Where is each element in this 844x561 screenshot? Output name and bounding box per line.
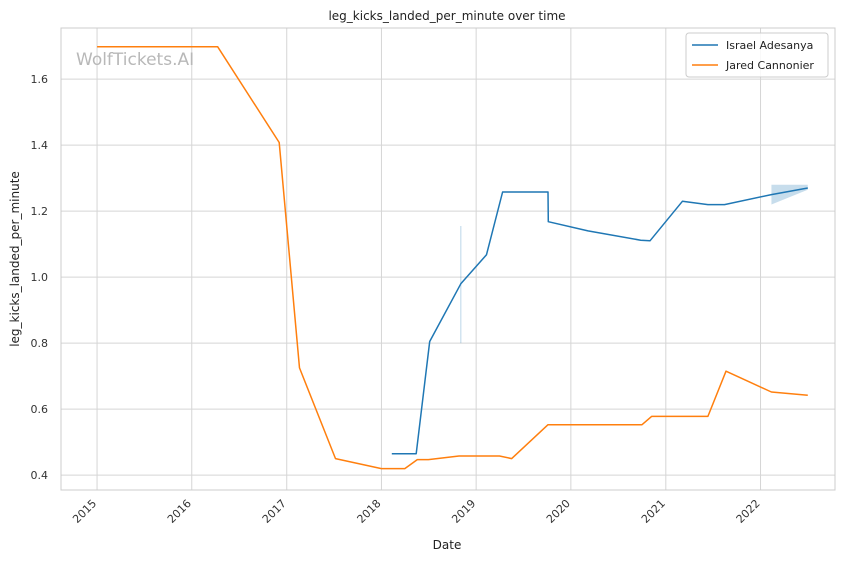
y-tick-label: 1.0 — [31, 271, 49, 284]
y-tick-label: 0.4 — [31, 469, 49, 482]
watermark: WolfTickets.AI — [76, 50, 194, 70]
series-lines — [97, 46, 808, 470]
legend-box — [685, 32, 829, 78]
chart-title: leg_kicks_landed_per_minute over time — [328, 9, 565, 23]
x-gridlines — [96, 28, 762, 490]
legend-label: Jared Cannonier — [725, 59, 814, 72]
y-tick-label: 1.6 — [31, 73, 49, 86]
y-axis-label: leg_kicks_landed_per_minute — [8, 171, 22, 347]
series-line — [97, 46, 808, 470]
y-tick-label: 0.8 — [31, 337, 49, 350]
legend: Israel Adesanya Jared Cannonier — [685, 32, 829, 78]
y-gridlines — [61, 78, 835, 476]
y-tick-label: 0.6 — [31, 403, 49, 416]
x-axis-label: Date — [433, 538, 462, 552]
legend-label: Israel Adesanya — [726, 39, 813, 52]
y-tick-label: 1.2 — [31, 205, 49, 218]
y-tick-labels: 0.4 0.6 0.8 1.0 1.2 1.4 1.6 — [31, 73, 49, 482]
series-line — [391, 187, 808, 455]
y-tick-label: 1.4 — [31, 139, 49, 152]
plot-area-frame — [60, 27, 836, 491]
